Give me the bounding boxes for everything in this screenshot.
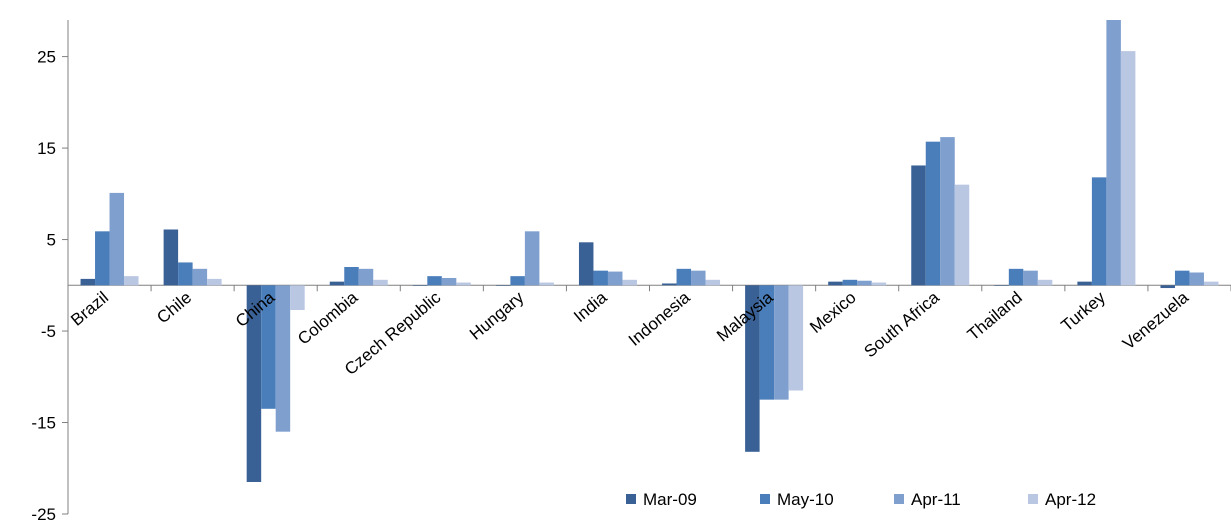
bar — [1174, 270, 1190, 286]
bar — [1106, 20, 1121, 286]
x-category-label: Chile — [153, 288, 195, 327]
legend-swatch — [1028, 494, 1038, 504]
bar — [207, 278, 222, 286]
bar — [456, 282, 471, 286]
bar — [774, 285, 789, 400]
y-tick-label: -5 — [41, 322, 56, 341]
bar — [1120, 51, 1136, 286]
bar — [524, 231, 540, 286]
bar — [109, 192, 125, 286]
bar — [925, 141, 941, 286]
x-category-label: Brazil — [67, 288, 112, 330]
bar — [1077, 281, 1092, 286]
bar — [275, 285, 291, 432]
bar — [911, 165, 926, 286]
y-tick-label: -15 — [31, 414, 56, 433]
bar — [124, 276, 139, 286]
bar — [246, 285, 262, 482]
bar — [412, 285, 428, 286]
bar — [495, 285, 511, 286]
bar — [607, 271, 623, 286]
legend-label: Mar-09 — [643, 490, 697, 509]
bar — [1160, 285, 1175, 289]
bar — [510, 276, 525, 286]
bar — [691, 270, 706, 286]
y-tick-label: 5 — [47, 231, 56, 250]
y-tick-label: 25 — [37, 48, 56, 67]
bar — [578, 242, 594, 286]
bar — [290, 285, 305, 310]
bar — [427, 276, 442, 286]
bar — [940, 137, 955, 286]
bar — [622, 279, 637, 286]
bar — [192, 268, 208, 286]
bar — [441, 277, 457, 286]
x-category-label: Turkey — [1057, 287, 1109, 335]
bar — [1203, 281, 1219, 286]
legend-label: Apr-12 — [1045, 490, 1096, 509]
legend-swatch — [760, 494, 770, 504]
x-category-label: Indonesia — [625, 287, 694, 349]
bar — [1189, 272, 1204, 286]
bar — [358, 268, 374, 286]
bar — [857, 280, 872, 286]
x-category-label: South Africa — [860, 287, 943, 361]
bar — [1023, 270, 1038, 286]
bar — [373, 279, 388, 286]
legend: Mar-09 May-10 Apr-11 Apr-12 — [626, 490, 1096, 509]
legend-label: Apr-11 — [911, 490, 961, 509]
bar — [954, 184, 970, 286]
bar — [329, 281, 345, 286]
bar — [759, 285, 775, 400]
bar-layer — [80, 20, 1219, 482]
bar — [1037, 279, 1053, 286]
bar — [539, 282, 554, 286]
bar — [994, 285, 1009, 286]
x-category-label: Thailand — [964, 288, 1026, 344]
bar — [593, 270, 608, 286]
bar — [95, 231, 110, 286]
bar — [261, 285, 276, 409]
bar — [828, 281, 843, 286]
legend-swatch — [894, 494, 904, 504]
bar — [344, 267, 359, 286]
bar — [871, 282, 887, 286]
x-category-label: Venezuela — [1119, 287, 1192, 353]
bar — [676, 268, 692, 286]
y-tick-label: -25 — [31, 505, 56, 522]
bar — [1008, 268, 1024, 286]
bar — [163, 229, 179, 286]
bar — [842, 279, 858, 286]
axis-layer: -25 -15 -5 5 15 25 — [31, 20, 1231, 522]
bar — [705, 279, 721, 286]
x-category-label: Hungary — [466, 287, 528, 343]
bar — [1091, 177, 1107, 286]
legend-swatch — [626, 494, 636, 504]
bar — [745, 285, 760, 452]
bar — [662, 283, 677, 286]
x-category-label: India — [570, 287, 611, 326]
x-category-label: Mexico — [806, 288, 859, 337]
legend-label: May-10 — [777, 490, 834, 509]
bar — [178, 262, 193, 286]
bar — [80, 278, 96, 286]
bar — [788, 285, 804, 391]
y-tick-label: 15 — [37, 139, 56, 158]
